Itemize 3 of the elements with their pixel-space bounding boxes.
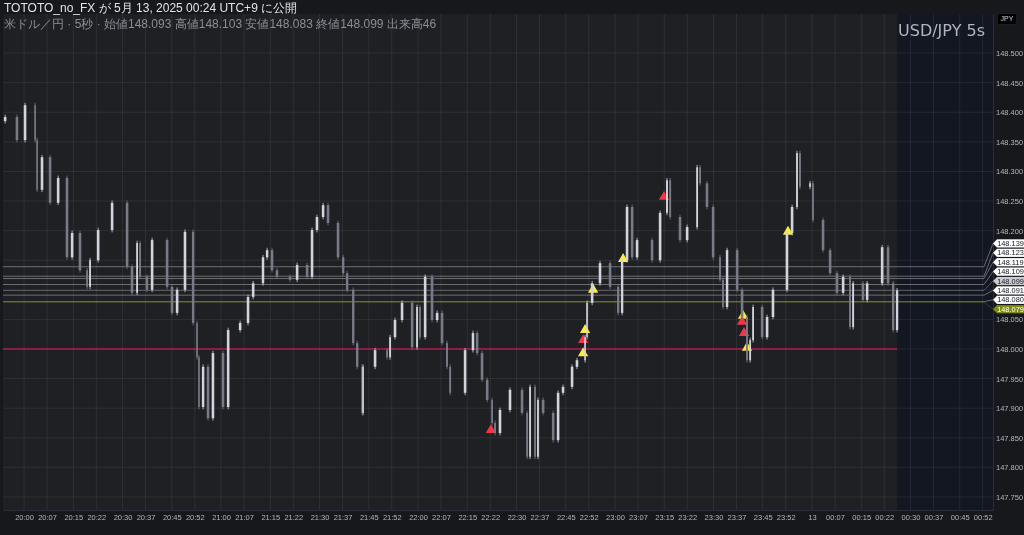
annotation: TOTOTO_no_FX が 5月 13, 2025 00:24 UTC+9 に公開 [4, 1, 298, 15]
chart-subtitle: 米ドル／円 · 5秒 · 始値148.093 高値148.103 安値148.083 終値148.099 出来高46 [4, 17, 437, 31]
text: USD/JPY 5s [898, 21, 985, 40]
